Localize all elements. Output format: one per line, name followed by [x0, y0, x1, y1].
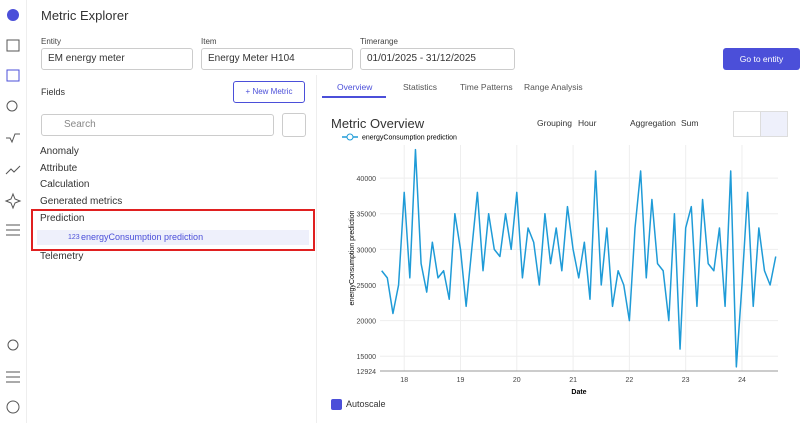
logo — [7, 9, 19, 21]
x-axis-label: Date — [571, 389, 586, 396]
series-line — [381, 148, 777, 368]
field-group[interactable]: Calculation — [40, 179, 90, 190]
page-title: Metric Explorer — [41, 8, 129, 23]
aggregation-select[interactable]: Sum — [681, 118, 699, 128]
trend-icon[interactable] — [5, 165, 21, 175]
grouping-select[interactable]: Hour — [578, 118, 597, 128]
ai-icon[interactable] — [4, 192, 22, 210]
y-tick-label: 25000 — [357, 283, 377, 290]
hide-toggle[interactable] — [282, 113, 306, 137]
user-icon[interactable] — [6, 400, 20, 414]
search-input[interactable]: Search — [41, 114, 274, 136]
chart-view-button[interactable] — [760, 111, 788, 137]
y-tick-label: 35000 — [357, 212, 377, 219]
field-group[interactable]: Telemetry — [40, 251, 84, 262]
y-tick-label: 40000 — [357, 176, 377, 183]
x-tick-label: 20 — [513, 377, 521, 384]
field-group[interactable]: Anomaly — [40, 146, 79, 157]
y-tick-label: 30000 — [357, 247, 377, 254]
grouping-label: Grouping — [537, 118, 572, 128]
go-button[interactable]: Go to entity — [723, 48, 800, 70]
autoscale-checkbox[interactable] — [331, 399, 342, 410]
divider — [316, 75, 317, 423]
y-axis-label: energyConsumption prediction — [349, 210, 356, 305]
highlight-box — [31, 209, 315, 251]
autoscale-label: Autoscale — [346, 399, 386, 409]
nav-rail — [0, 0, 27, 423]
menu-icon[interactable] — [6, 224, 20, 236]
field-group[interactable]: Generated metrics — [40, 196, 123, 207]
chart-title: Metric Overview — [331, 116, 425, 131]
explorer-icon[interactable] — [6, 69, 20, 82]
entity-label: Entity — [41, 37, 62, 46]
legend-label: energyConsumption prediction — [362, 135, 457, 142]
tab-underline — [322, 96, 386, 98]
new-metric-button[interactable]: + New Metric — [233, 81, 305, 103]
field-item[interactable]: energyConsumption prediction — [81, 232, 204, 242]
aggregation-label: Aggregation — [630, 118, 676, 128]
item-select[interactable]: Energy Meter H104 — [201, 48, 353, 70]
x-tick-label: 22 — [625, 377, 633, 384]
item-label: Item — [201, 37, 217, 46]
x-tick-label: 18 — [400, 377, 408, 384]
tab[interactable]: Time Patterns — [460, 82, 513, 92]
timerange-input[interactable]: 01/01/2025 - 31/12/2025 — [360, 48, 515, 70]
y-tick-label: 20000 — [357, 319, 377, 326]
tab[interactable]: Overview — [337, 82, 373, 92]
filters-icon[interactable] — [6, 371, 20, 383]
x-tick-label: 24 — [738, 377, 746, 384]
tab[interactable]: Range Analysis — [524, 82, 583, 92]
field-group[interactable]: Attribute — [40, 163, 78, 174]
number-icon: 123 — [68, 234, 80, 241]
x-tick-label: 19 — [457, 377, 465, 384]
settings-icon[interactable] — [7, 339, 19, 351]
x-tick-label: 21 — [569, 377, 577, 384]
entity-select[interactable]: EM energy meter — [41, 48, 193, 70]
chart: 12924 15000 20000 25000 30000 35000 40000 18 19 2… — [342, 133, 778, 396]
field-group[interactable]: Prediction — [40, 213, 85, 224]
home-icon[interactable] — [6, 39, 20, 52]
y-tick-label: 12924 — [357, 369, 377, 376]
tab[interactable]: Statistics — [403, 82, 438, 92]
nav-icons — [4, 9, 22, 414]
search-icon[interactable] — [6, 100, 18, 112]
x-tick-label: 23 — [682, 377, 690, 384]
fields-title: Fields — [41, 87, 66, 97]
timerange-label: Timerange — [360, 37, 398, 46]
formula-icon[interactable] — [6, 133, 20, 144]
legend-marker — [346, 133, 354, 141]
y-tick-label: 15000 — [357, 354, 377, 361]
selected-row — [37, 230, 309, 245]
